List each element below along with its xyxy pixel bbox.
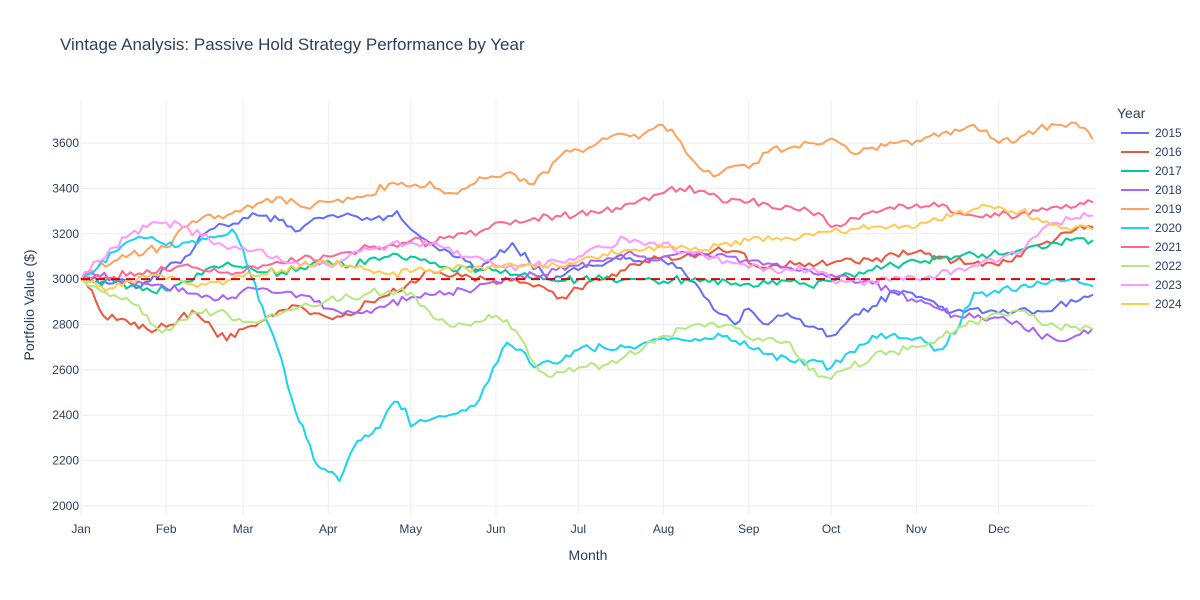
x-tick-label: Feb: [156, 522, 177, 536]
x-tick-label: Jan: [71, 522, 90, 536]
y-tick-label: 2800: [52, 318, 79, 332]
x-tick-label: Jul: [571, 522, 586, 536]
series-line-2015: [80, 210, 1094, 338]
series-line-2021: [80, 184, 1094, 281]
y-tick-label: 3200: [52, 227, 79, 241]
legend-label: 2016: [1155, 145, 1182, 159]
x-tick-label: May: [399, 522, 422, 536]
series-line-2022: [80, 278, 1094, 380]
x-tick-label: Apr: [319, 522, 338, 536]
x-tick-label: Jun: [486, 522, 505, 536]
series-line-2024: [80, 203, 1094, 292]
x-axis-ticks: Jan Feb Mar Apr May Jun Jul Aug Sep Oct Nov Dec: [71, 522, 1009, 536]
series-lines: [80, 121, 1094, 482]
legend-label: 2023: [1155, 278, 1182, 292]
x-tick-label: Mar: [233, 522, 254, 536]
series-line-2018: [80, 250, 1094, 343]
y-axis-ticks: 2000 2200 2400 2600 2800 3000 3200 3400 3600: [52, 136, 79, 513]
y-tick-label: 2200: [52, 454, 79, 468]
legend-label: 2019: [1155, 202, 1182, 216]
y-tick-label: 3400: [52, 181, 79, 195]
series-line-2016: [80, 224, 1094, 342]
x-tick-label: Dec: [988, 522, 1009, 536]
y-tick-label: 3600: [52, 136, 79, 150]
legend-label: 2021: [1155, 240, 1182, 254]
legend-item-2015[interactable]: 2015: [1121, 126, 1182, 140]
legend-item-2018[interactable]: 2018: [1121, 183, 1182, 197]
legend-label: 2022: [1155, 259, 1182, 273]
chart-title: Vintage Analysis: Passive Hold Strategy …: [60, 35, 525, 54]
legend: Year 2015 2016 2017 2018 2019 2020 2021 2022 202…: [1117, 105, 1182, 311]
x-tick-label: Nov: [906, 522, 927, 536]
legend-item-2022[interactable]: 2022: [1121, 259, 1182, 273]
legend-label: 2017: [1155, 164, 1182, 178]
y-tick-label: 2600: [52, 363, 79, 377]
x-axis-title: Month: [569, 547, 608, 563]
legend-item-2016[interactable]: 2016: [1121, 145, 1182, 159]
y-tick-label: 2000: [52, 499, 79, 513]
legend-item-2024[interactable]: 2024: [1121, 297, 1182, 311]
legend-label: 2015: [1155, 126, 1182, 140]
y-axis-title: Portfolio Value ($): [21, 249, 37, 360]
legend-item-2023[interactable]: 2023: [1121, 278, 1182, 292]
x-tick-label: Oct: [822, 522, 841, 536]
legend-item-2019[interactable]: 2019: [1121, 202, 1182, 216]
legend-label: 2018: [1155, 183, 1182, 197]
y-tick-label: 3000: [52, 272, 79, 286]
y-tick-label: 2400: [52, 408, 79, 422]
x-tick-label: Aug: [653, 522, 674, 536]
legend-item-2021[interactable]: 2021: [1121, 240, 1182, 254]
series-line-2017: [80, 237, 1094, 295]
legend-title: Year: [1117, 105, 1146, 121]
legend-item-2017[interactable]: 2017: [1121, 164, 1182, 178]
series-line-2023: [80, 211, 1094, 287]
legend-label: 2020: [1155, 221, 1182, 235]
x-tick-label: Sep: [738, 522, 760, 536]
series-line-2019: [80, 121, 1094, 281]
legend-item-2020[interactable]: 2020: [1121, 221, 1182, 235]
legend-label: 2024: [1155, 297, 1182, 311]
